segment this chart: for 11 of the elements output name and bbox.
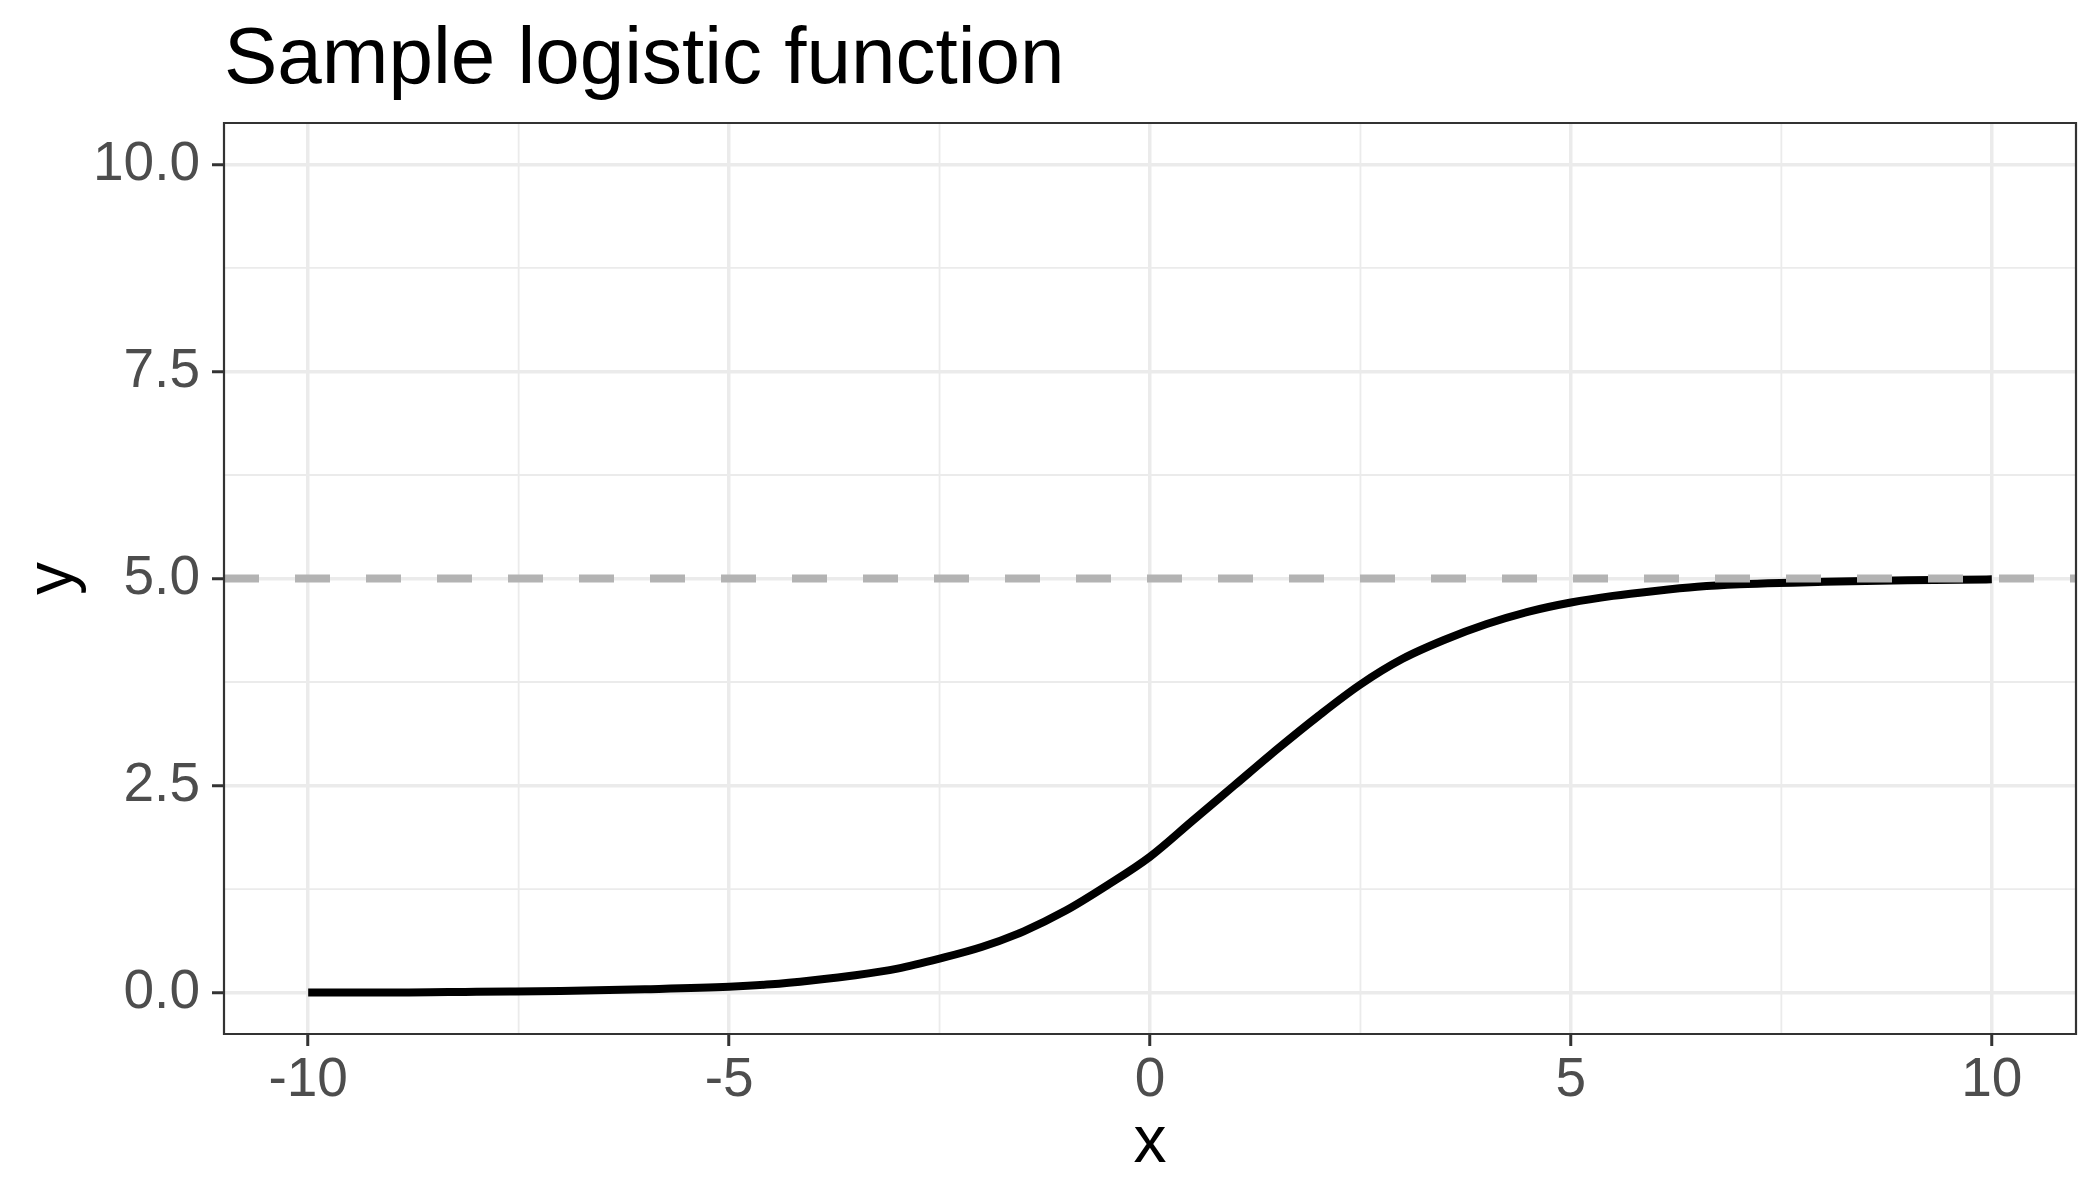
x-tick-label: 10 bbox=[1961, 1046, 2023, 1109]
x-tick-label: -5 bbox=[704, 1046, 754, 1109]
y-tick-label: 0.0 bbox=[123, 957, 200, 1020]
chart-title: Sample logistic function bbox=[224, 11, 1065, 100]
x-tick-label: 5 bbox=[1555, 1046, 1587, 1109]
y-tick-label: 10.0 bbox=[92, 129, 200, 192]
x-tick-label: -10 bbox=[268, 1046, 348, 1109]
y-tick-label: 2.5 bbox=[123, 750, 200, 813]
y-tick-label: 7.5 bbox=[123, 336, 200, 399]
y-axis-title: y bbox=[11, 562, 86, 595]
y-tick-label: 5.0 bbox=[123, 543, 200, 606]
